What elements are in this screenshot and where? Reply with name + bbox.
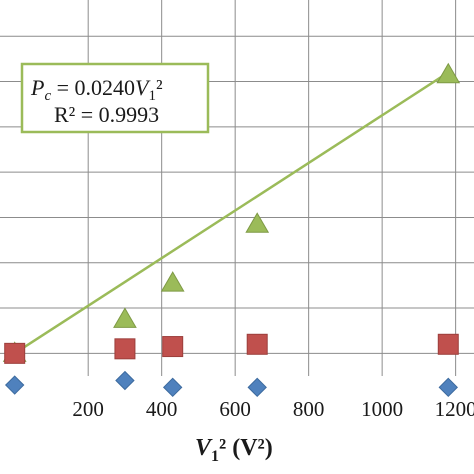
x-tick-label: 200 [72, 397, 104, 421]
square-point [246, 333, 268, 355]
square-point [114, 338, 136, 360]
x-tick-label: 600 [219, 397, 251, 421]
square-point [162, 336, 184, 358]
triangle-point [436, 62, 461, 84]
diamond-point [4, 375, 25, 395]
triangle-point [245, 212, 270, 233]
data-points [2, 62, 461, 398]
square-point [437, 333, 459, 355]
x-axis-title: V1² (V²) [195, 435, 273, 465]
x-tick-label: 800 [293, 397, 325, 421]
trendline [14, 71, 449, 355]
trendline-line [14, 71, 449, 355]
square-point [4, 342, 26, 364]
diamond-point [162, 377, 183, 398]
diamond-point [115, 370, 135, 391]
diamond-point [247, 377, 267, 398]
x-tick-label: 1000 [361, 397, 403, 421]
triangle-point [160, 271, 185, 292]
x-tick-label: 1200 [435, 397, 474, 421]
r-squared-text: R² = 0.9993 [54, 102, 159, 127]
equation-text: Pc = 0.0240V1² [30, 75, 163, 104]
x-tick-labels: 200 400 600 800 1000 1200 [72, 397, 474, 421]
equation-box: Pc = 0.0240V1² R² = 0.9993 [20, 62, 210, 134]
gridlines [0, 0, 474, 376]
triangle-point [113, 307, 137, 328]
diamond-point [438, 377, 458, 398]
x-tick-label: 400 [146, 397, 178, 421]
